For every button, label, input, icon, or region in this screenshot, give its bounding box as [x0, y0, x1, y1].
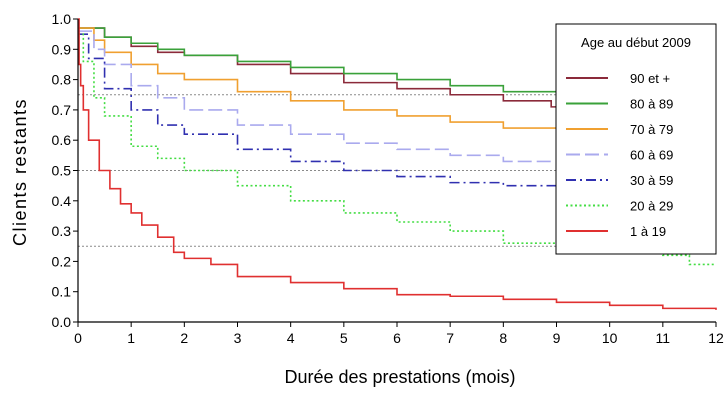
legend-box: [555, 23, 717, 255]
tick-labels: 0 1 2 3 4 5 6 7 8 9 10 11 120.00.10.20.30.40.50.60.7…: [52, 11, 724, 346]
legend-label: 20 à 29: [630, 199, 673, 214]
y-tick-label: 1.0: [52, 11, 72, 27]
legend-label: 60 à 69: [630, 148, 673, 163]
x-tick-label: 12: [708, 330, 724, 346]
series-line: [78, 18, 717, 310]
y-tick-label: 0.2: [52, 253, 72, 269]
x-tick-label: 0: [74, 330, 82, 346]
y-tick-label: 0.8: [52, 72, 72, 88]
series-lines: [78, 18, 717, 310]
series-line: [78, 27, 558, 116]
legend: Age au début 2009 90 et + 80 à 89 70 à 79 6…: [555, 23, 717, 255]
legend-label: 1 à 19: [630, 224, 666, 239]
x-tick-label: 10: [602, 330, 618, 346]
y-tick-label: 0.0: [52, 314, 72, 330]
y-tick-label: 0.1: [52, 284, 72, 300]
legend-label: 80 à 89: [630, 97, 673, 112]
x-tick-label: 6: [393, 330, 401, 346]
y-tick-label: 0.7: [52, 102, 72, 118]
legend-label: 30 à 59: [630, 173, 673, 188]
legend-items: 90 et + 80 à 89 70 à 79 60 à 69 30 à 59 20 à …: [566, 71, 673, 239]
legend-label: 90 et +: [630, 71, 670, 86]
x-tick-label: 7: [446, 330, 454, 346]
y-tick-label: 0.3: [52, 223, 72, 239]
series-line: [78, 30, 590, 168]
series-line: [78, 33, 600, 192]
y-tick-label: 0.6: [52, 132, 72, 148]
x-tick-label: 11: [656, 330, 671, 346]
x-tick-label: 3: [234, 330, 242, 346]
x-tick-label: 9: [553, 330, 561, 346]
series-line: [78, 27, 568, 101]
y-axis-title: Clients restants: [10, 98, 30, 246]
y-tick-label: 0.5: [52, 163, 72, 179]
legend-label: 70 à 79: [630, 122, 673, 137]
x-tick-label: 8: [499, 330, 507, 346]
series-line: [78, 27, 578, 135]
legend-title: Age au début 2009: [581, 35, 691, 50]
x-tick-label: 2: [180, 330, 188, 346]
y-tick-label: 0.4: [52, 193, 72, 209]
x-tick-label: 4: [287, 330, 295, 346]
x-axis-title: Durée des prestations (mois): [284, 367, 515, 387]
x-tick-label: 5: [340, 330, 348, 346]
x-tick-label: 1: [127, 330, 135, 346]
y-tick-label: 0.9: [52, 41, 72, 57]
